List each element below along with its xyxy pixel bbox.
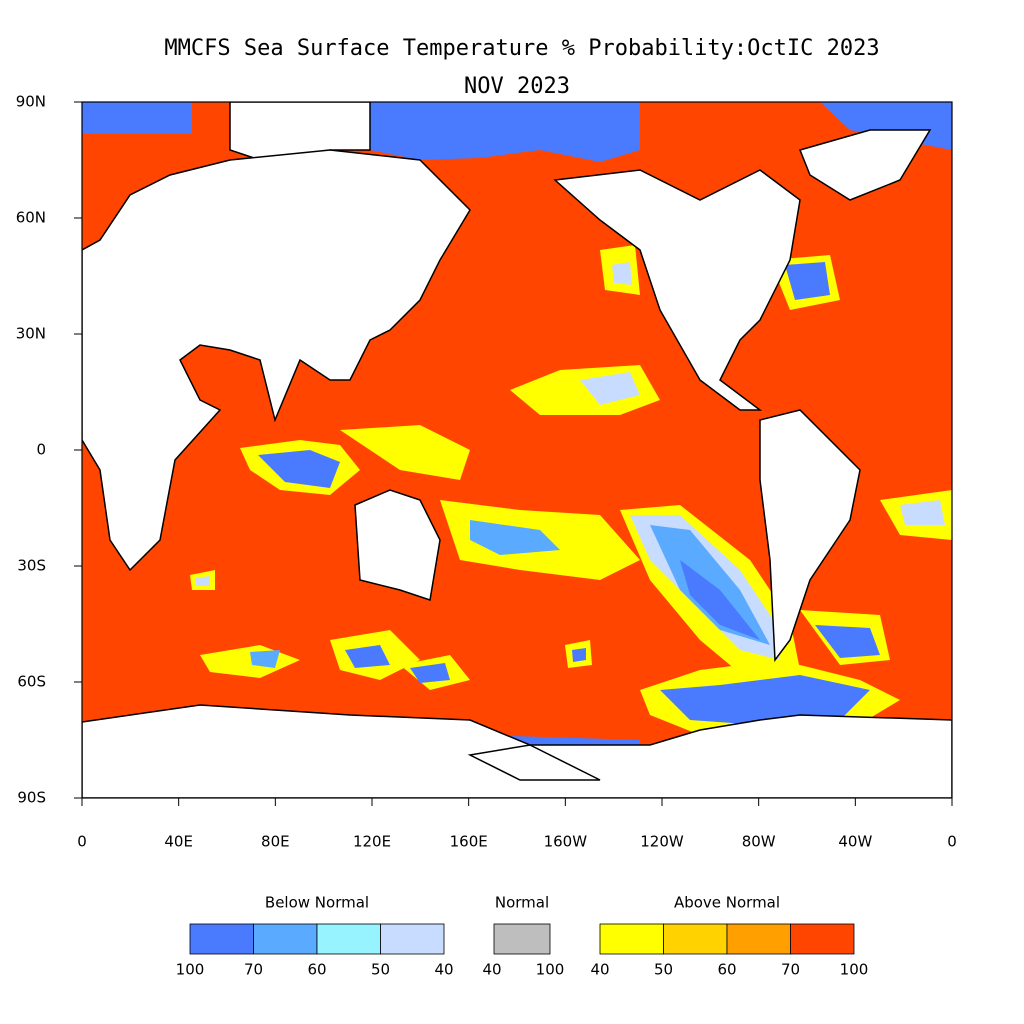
legend-tick-label: 50: [371, 961, 390, 979]
legend-title: Below Normal: [265, 894, 369, 912]
map: [81, 101, 953, 799]
y-tick-label: 0: [36, 441, 46, 459]
legend-tick-label: 70: [244, 961, 263, 979]
x-tick-label: 0: [77, 833, 87, 851]
legend-tick-label: 40: [434, 961, 453, 979]
x-tick-label: 120E: [353, 833, 391, 851]
y-tick-label: 90S: [17, 789, 46, 807]
legend-swatch: [790, 923, 855, 955]
legend-swatch: [189, 923, 254, 955]
legend-tick-label: 100: [176, 961, 205, 979]
legend-swatch: [726, 923, 791, 955]
x-tick-label: 40E: [164, 833, 193, 851]
legend-title: Normal: [495, 894, 549, 912]
legend-swatch: [253, 923, 318, 955]
x-tick-label: 160E: [450, 833, 488, 851]
y-tick-label: 60S: [17, 673, 46, 691]
legend-swatch: [663, 923, 728, 955]
probability-areas: [82, 102, 952, 760]
legend-swatch: [380, 923, 445, 955]
title: MMCFS Sea Surface Temperature % Probabil…: [164, 36, 879, 61]
land: [82, 102, 952, 798]
y-tick-label: 30S: [17, 557, 46, 575]
legend-tick-label: 70: [781, 961, 800, 979]
legend-tick-label: 50: [654, 961, 673, 979]
x-tick-label: 80E: [261, 833, 290, 851]
x-tick-label: 0: [947, 833, 957, 851]
x-tick-label: 120W: [640, 833, 684, 851]
y-tick-label: 60N: [16, 209, 46, 227]
x-tick-label: 160W: [544, 833, 588, 851]
legend-swatch: [316, 923, 381, 955]
legend-tick-label: 100: [536, 961, 565, 979]
legend-tick-label: 60: [717, 961, 736, 979]
legend-tick-label: 100: [840, 961, 869, 979]
y-tick-label: 30N: [16, 325, 46, 343]
subtitle: NOV 2023: [464, 74, 570, 99]
x-tick-label: 40W: [838, 833, 872, 851]
x-tick-label: 80W: [742, 833, 776, 851]
legend-tick-label: 60: [307, 961, 326, 979]
legend-tick-label: 40: [590, 961, 609, 979]
legend-swatch: [599, 923, 664, 955]
legend-swatch: [493, 923, 551, 955]
legend-title: Above Normal: [674, 894, 780, 912]
legend-tick-label: 40: [482, 961, 501, 979]
y-tick-label: 90N: [16, 93, 46, 111]
